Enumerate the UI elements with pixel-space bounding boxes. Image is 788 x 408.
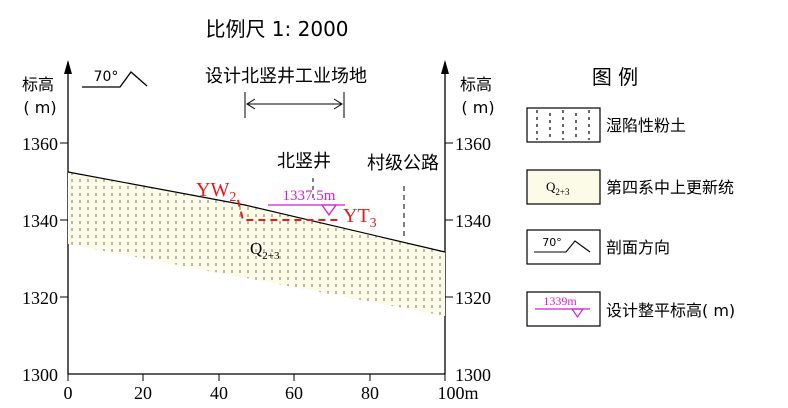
- stratum-sub: 2+3: [262, 250, 280, 262]
- point-yw2-sub: 2: [229, 190, 236, 205]
- x-tick-label: 100m: [437, 383, 478, 403]
- road-label: 村级公路: [367, 153, 439, 174]
- left-axis-unit: ( m): [23, 98, 56, 117]
- x-tick-label: 60: [285, 383, 303, 403]
- legend-direction-angle: 70°: [542, 236, 562, 249]
- legend-item-loess: 湿陷性粉土: [526, 107, 686, 143]
- right-tick-label: 1300: [455, 365, 491, 385]
- legend-symbol-q: Q2+3: [546, 179, 570, 197]
- stratum-main: Q: [250, 239, 262, 258]
- point-yw2-main: YW: [196, 179, 229, 201]
- left-tick-label: 1360: [22, 134, 58, 154]
- design-elevation-value: 1337.5m: [283, 188, 336, 204]
- left-tick-label: 1340: [22, 211, 58, 231]
- site-label: 设计北竖井工业场地: [205, 66, 367, 87]
- left-tick-label: 1320: [22, 288, 58, 308]
- right-axis-title: 标高: [460, 75, 492, 94]
- x-tick-label: 0: [64, 383, 73, 403]
- direction-angle: 70°: [94, 69, 119, 85]
- right-axis-unit: ( m): [461, 98, 494, 117]
- legend-item-direction: 70° 剖面方向: [526, 229, 670, 265]
- direction-marker: 70°: [82, 69, 148, 88]
- right-tick-label: 1360: [455, 134, 491, 154]
- point-yt3-sub: 3: [370, 216, 377, 231]
- shaft-label: 北竖井: [277, 151, 331, 172]
- design-elevation-marker: 1337.5m: [268, 188, 345, 217]
- legend-item-label: 第四系中上更新统: [606, 178, 734, 197]
- x-tick-label: 20: [134, 383, 152, 403]
- legend-item-design-elevation: 1339m 设计整平标高( m): [526, 291, 735, 327]
- x-axis: 0 20 40 60 80 100m: [64, 373, 479, 403]
- legend-elevation-value: 1339m: [543, 294, 577, 308]
- legend: 图 例 湿陷性粉土 Q2+3 第四系中上更新统 70°: [526, 65, 735, 327]
- right-axis: 标高 ( m) 1360 1340 1320 1300: [441, 60, 495, 385]
- design-cut-line: [237, 199, 340, 221]
- soil-layer: [67, 171, 446, 316]
- stratum-label: Q2+3: [250, 239, 280, 262]
- point-yw2: YW2: [196, 179, 236, 205]
- legend-item-label: 湿陷性粉土: [606, 116, 686, 135]
- legend-title: 图 例: [592, 65, 638, 89]
- left-axis: 标高 ( m) 1360 1340 1320 1300: [22, 60, 72, 385]
- legend-item-label: 设计整平标高( m): [606, 301, 735, 320]
- right-tick-label: 1340: [455, 211, 491, 231]
- x-tick-label: 40: [210, 383, 228, 403]
- legend-symbol-q-sub: 2+3: [555, 187, 570, 197]
- legend-item-label: 剖面方向: [606, 238, 670, 257]
- x-tick-label: 80: [361, 383, 379, 403]
- left-tick-label: 1300: [22, 365, 58, 385]
- legend-item-quaternary: Q2+3 第四系中上更新统: [526, 169, 734, 205]
- scale-label: 比例尺 1: 2000: [205, 17, 348, 41]
- left-axis-title: 标高: [22, 75, 54, 94]
- point-yt3: YT3: [343, 205, 377, 231]
- site-extent-arrow: [244, 92, 345, 118]
- point-yt3-main: YT: [343, 205, 370, 227]
- legend-symbol-q-main: Q: [546, 179, 556, 194]
- right-tick-label: 1320: [455, 288, 491, 308]
